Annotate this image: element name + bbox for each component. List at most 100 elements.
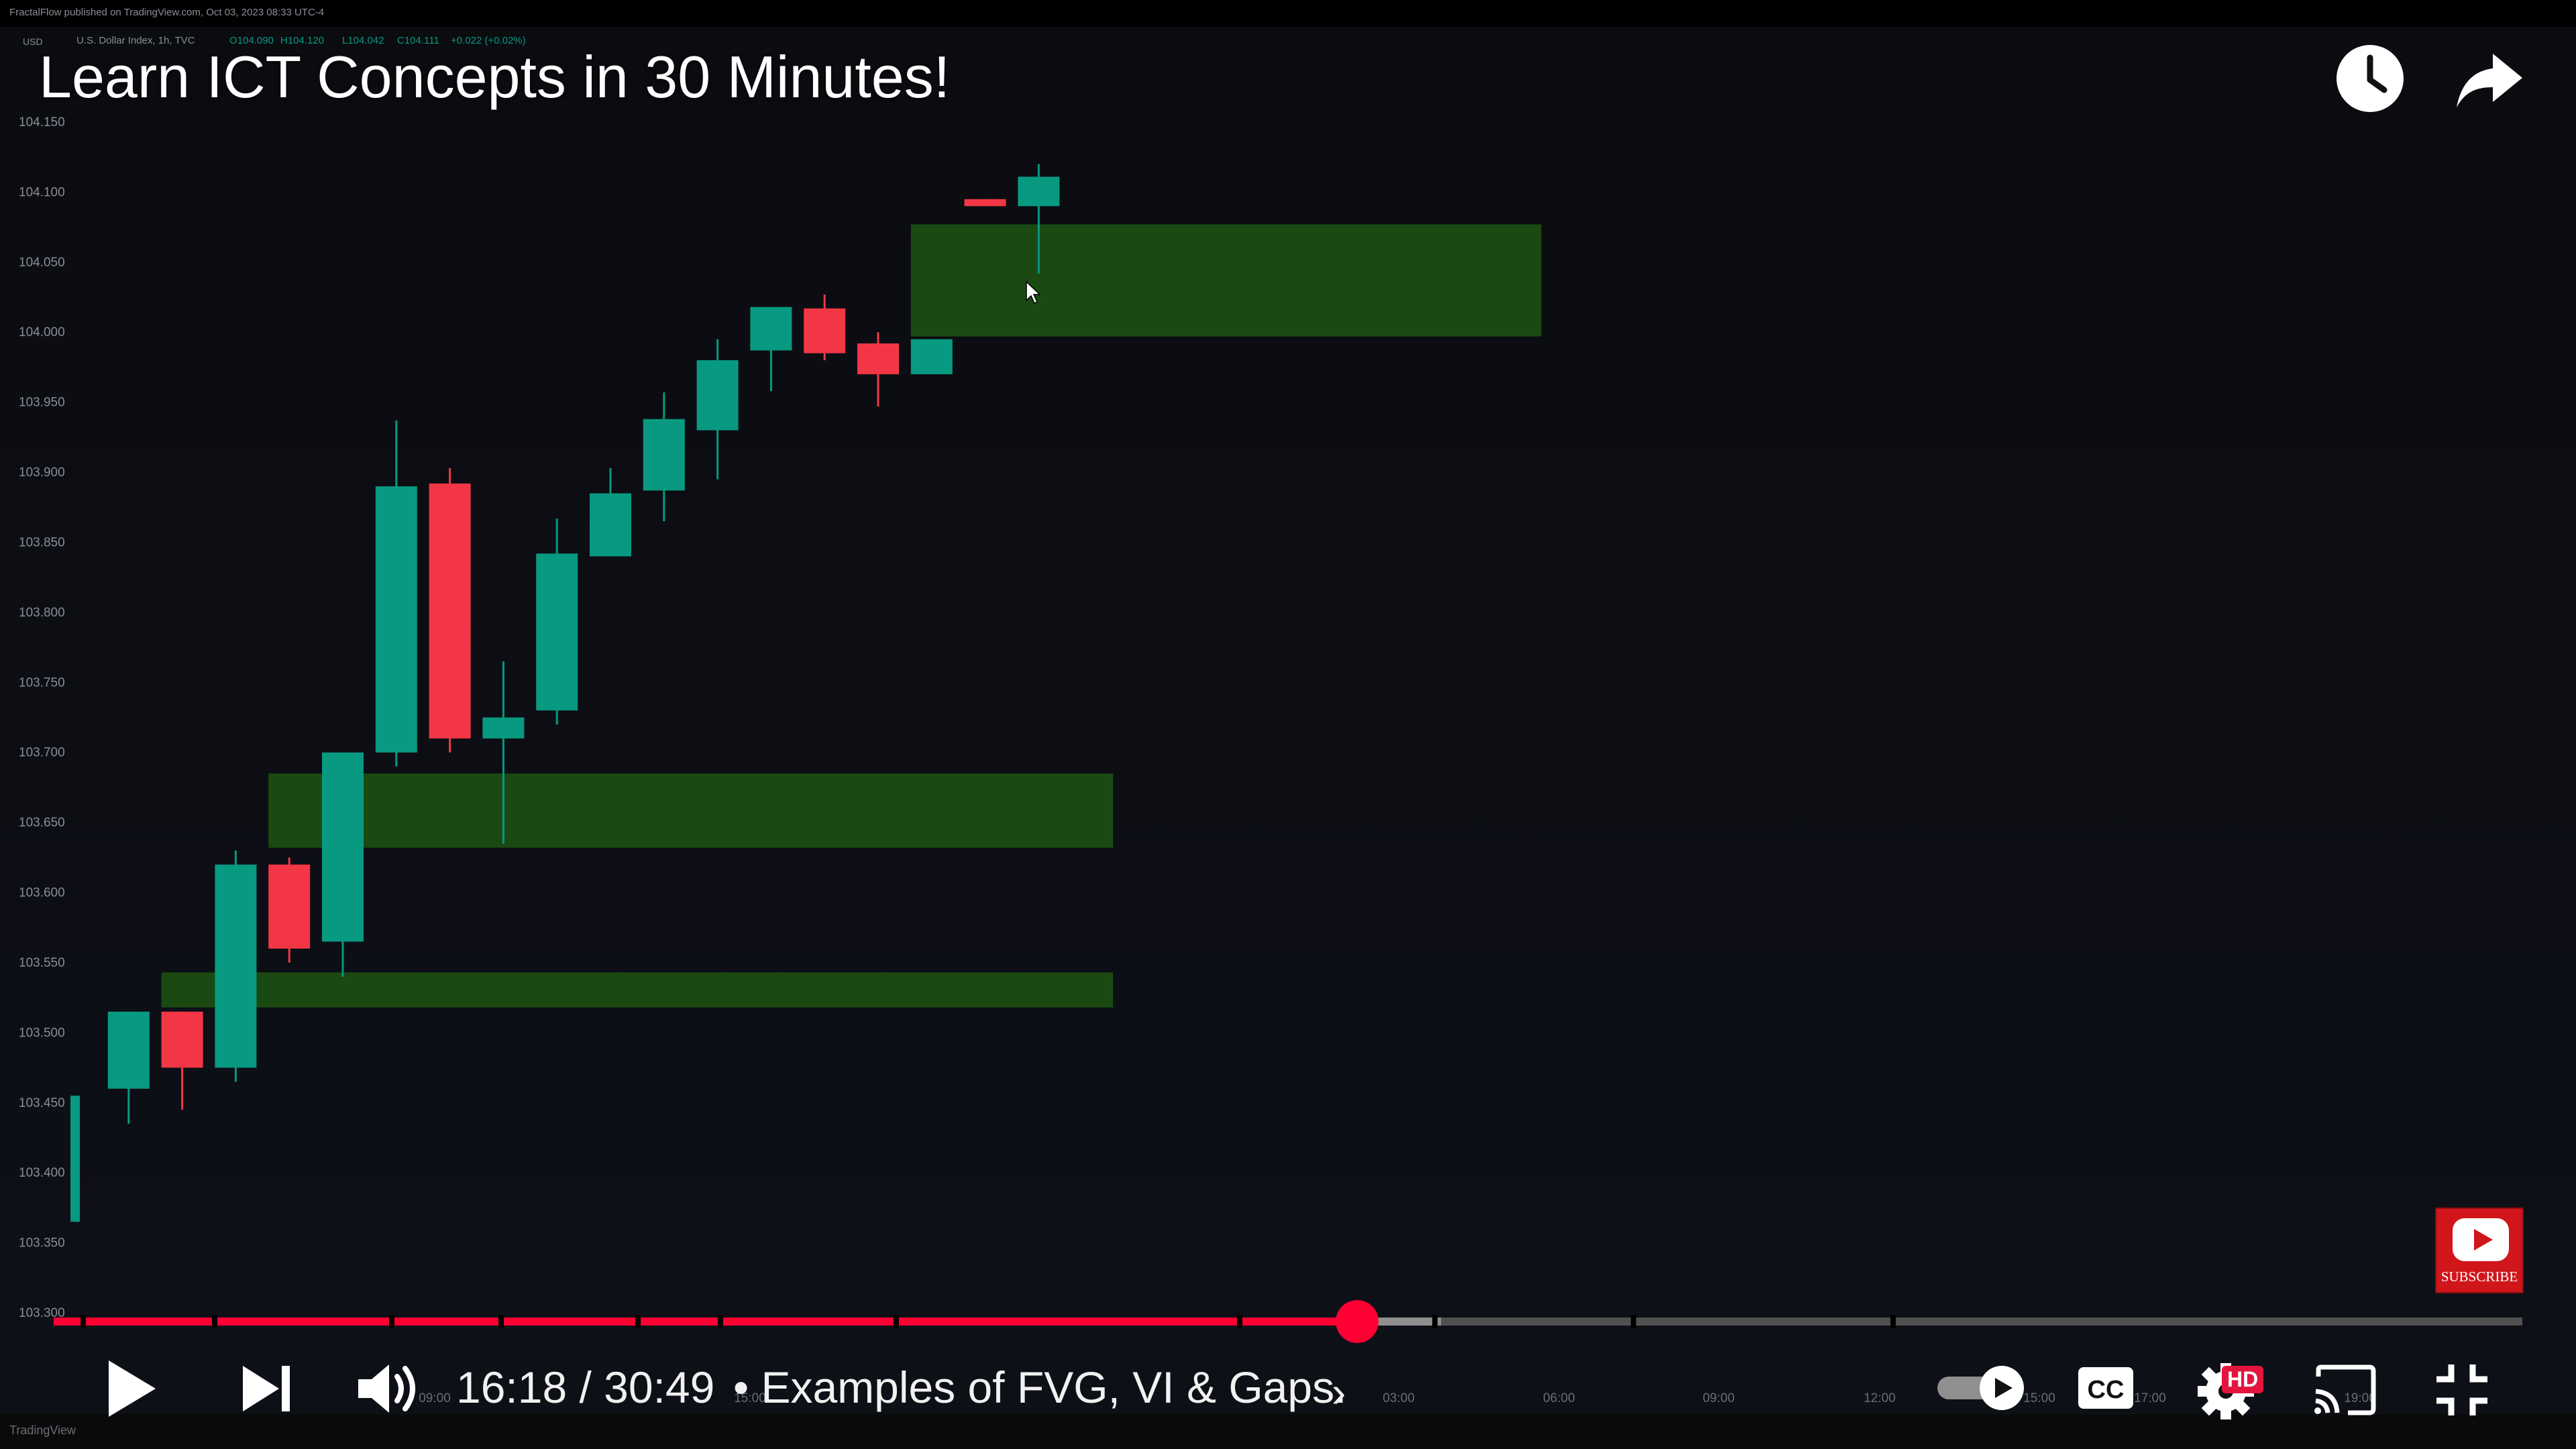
bullish-candle-body [70,1095,80,1222]
bullish-candle-body [107,1012,150,1089]
mouse-cursor-icon [1026,280,1041,305]
share-arrow-icon[interactable] [2453,42,2526,115]
bearish-candle-body [964,199,1006,207]
bearish-candle-body [268,864,311,949]
candle [696,339,739,480]
hd-badge: HD [2222,1366,2264,1393]
chapter-title[interactable]: • Examples of FVG, VI & Gaps. [733,1362,1347,1412]
y-tick-label: 103.950 [19,396,65,410]
video-title[interactable]: Learn ICT Concepts in 30 Minutes! [39,44,951,110]
y-tick-label: 103.350 [19,1236,65,1250]
svg-text:CC: CC [2088,1376,2125,1404]
bullish-candle-body [536,553,578,711]
candle [161,1012,203,1110]
candle [804,294,846,360]
y-tick-label: 104.000 [19,325,65,339]
candle [750,307,792,391]
chapter-divider [1432,1315,1438,1328]
ohlc-change: +0.022 (+0.02%) [451,35,526,46]
bearish-candle-body [804,308,846,354]
chapter-divider [1890,1315,1896,1328]
exit-fullscreen-icon[interactable] [2434,1362,2490,1418]
tv-footer-bar [0,1414,2576,1449]
candle [70,1095,80,1222]
bearish-candle-body [857,343,899,374]
y-tick-label: 103.800 [19,606,65,620]
y-tick-label: 103.600 [19,886,65,900]
y-tick-label: 103.700 [19,746,65,760]
autoplay-toggle[interactable] [1935,1364,2035,1411]
ohlc-low: L104.042 [342,35,384,46]
publish-note: FractalFlow published on TradingView.com… [9,7,325,18]
chapter-chevron-icon[interactable]: › [1332,1368,1346,1416]
y-tick-label: 103.850 [19,535,65,549]
ohlc-open: O104.090 [229,35,274,46]
chapter-divider [894,1315,899,1328]
youtube-logo-icon [2453,1218,2509,1261]
candle [536,518,578,724]
bullish-candle-body [590,493,631,557]
candle [375,420,417,767]
time-display: 16:18 / 30:49 [456,1362,715,1412]
candle [643,392,685,522]
candle [322,752,364,977]
bullish-candle-body [482,717,525,739]
symbol-line: U.S. Dollar Index, 1h, TVC [76,35,195,46]
subscribe-label: SUBSCRIBE [2440,1269,2518,1285]
candle [1018,164,1060,274]
candle [268,857,311,963]
fvg-zone [161,972,1114,1008]
play-icon[interactable] [101,1355,161,1422]
candle [482,661,525,844]
bullish-candle-body [696,360,739,431]
progress-scrubber[interactable] [1336,1300,1379,1343]
tradingview-logo: TradingView [9,1424,76,1437]
tv-header-bar [0,0,2576,27]
x-tick-label: 06:00 [1543,1391,1575,1405]
y-tick-label: 103.500 [19,1026,65,1040]
y-tick-label: 104.100 [19,185,65,199]
chapter-divider [1631,1315,1636,1328]
y-tick-label: 103.400 [19,1166,65,1180]
chapter-divider [80,1315,86,1328]
fvg-zone [910,224,1542,337]
y-tick-label: 104.150 [19,115,65,129]
fvg-zone [268,773,1114,848]
currency-label: USD [23,36,43,47]
chapter-divider [389,1315,394,1328]
candle [215,850,257,1082]
captions-icon[interactable]: CC [2077,1364,2135,1411]
candle [964,199,1006,207]
chapter-divider [212,1315,217,1328]
y-tick-label: 103.300 [19,1306,65,1320]
next-icon[interactable] [240,1363,294,1414]
candle [857,332,899,407]
bearish-candle-body [429,483,471,739]
ohlc-high: H104.120 [280,35,325,46]
x-tick-label: 03:00 [1383,1391,1415,1405]
x-tick-label: 19:00 [2344,1391,2376,1405]
y-tick-label: 103.550 [19,956,65,970]
cast-icon[interactable] [2312,1364,2376,1415]
chapter-divider [498,1315,504,1328]
bullish-candle-body [643,419,685,491]
bullish-candle-body [215,864,257,1068]
y-tick-label: 103.450 [19,1096,65,1110]
bullish-candle-body [910,339,953,374]
progress-bar[interactable] [54,1300,2522,1343]
chapter-divider [635,1315,641,1328]
candle [910,339,953,374]
bullish-candle-body [322,752,364,942]
candle [107,1012,150,1124]
bullish-candle-body [1018,176,1060,207]
volume-icon[interactable] [356,1362,423,1415]
x-tick-label: 15:00 [734,1391,766,1405]
bullish-candle-body [750,307,792,351]
subscribe-watermark[interactable]: SUBSCRIBE [2435,1208,2524,1293]
x-tick-label: 17:00 [2134,1391,2166,1405]
clock-icon[interactable] [2333,42,2407,115]
progress-played [54,1318,1358,1326]
x-tick-label: 15:00 [2023,1391,2055,1405]
